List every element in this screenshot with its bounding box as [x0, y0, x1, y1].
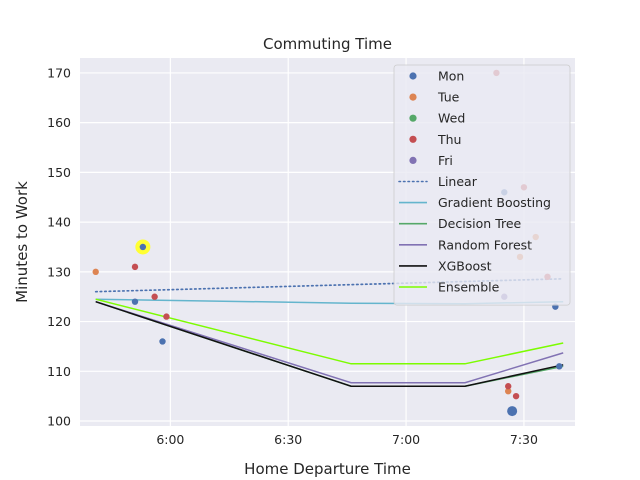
legend-label: Thu — [437, 132, 461, 147]
legend-marker-fri — [409, 156, 417, 164]
y-tick-label: 120 — [47, 314, 71, 329]
legend-marker-mon — [409, 72, 417, 80]
point-thu — [505, 383, 512, 390]
point-mon — [159, 338, 166, 345]
legend-label: Wed — [438, 111, 465, 126]
point-tue — [505, 387, 512, 395]
legend-label: Ensemble — [438, 280, 500, 295]
line-ensemble — [95, 298, 564, 365]
point-tue — [92, 268, 99, 276]
legend-marker-thu — [409, 135, 417, 143]
y-tick-label: 110 — [47, 364, 71, 379]
x-tick-label: 6:30 — [274, 432, 302, 447]
y-tick-label: 170 — [47, 65, 71, 80]
legend-label: Random Forest — [438, 237, 532, 252]
x-tick-labels: 6:00 6:30 7:00 7:30 — [156, 432, 538, 447]
y-tick-label: 150 — [47, 165, 71, 180]
legend-marker-tue — [409, 93, 417, 101]
x-tick-label: 7:30 — [510, 432, 538, 447]
legend: Mon Tue Wed Thu Fri Linear Gradient Boosting De… — [393, 64, 571, 306]
legend-label: Tue — [437, 90, 460, 105]
line-linear — [94, 277, 565, 293]
point-thu — [512, 392, 520, 400]
x-tick-label: 6:00 — [156, 432, 184, 447]
x-tick-label: 7:00 — [392, 432, 420, 447]
legend-label: Fri — [438, 153, 453, 168]
point-thu — [163, 313, 170, 320]
legend-box — [393, 64, 571, 306]
point-mon — [556, 363, 563, 370]
point-thu — [151, 293, 158, 300]
x-axis-label: Home Departure Time — [244, 460, 411, 478]
point-mon — [131, 298, 139, 305]
y-tick-label: 160 — [47, 115, 71, 130]
y-tick-label: 130 — [47, 264, 71, 279]
y-axis-label: Minutes to Work — [13, 181, 31, 303]
point-mon — [139, 243, 147, 251]
legend-label: Mon — [438, 69, 464, 84]
legend-label: Decision Tree — [438, 216, 522, 231]
legend-label: Gradient Boosting — [438, 195, 551, 210]
line-random-forest — [95, 300, 564, 384]
y-tick-labels: 100 110 120 130 140 150 160 170 — [47, 65, 71, 428]
y-tick-label: 140 — [47, 215, 71, 230]
legend-label: XGBoost — [438, 258, 492, 273]
point-thu — [131, 263, 139, 271]
y-tick-label: 100 — [47, 414, 71, 429]
chart-title: Commuting Time — [263, 35, 392, 53]
point-mon — [507, 406, 518, 417]
legend-label: Linear — [438, 174, 478, 189]
legend-marker-wed — [409, 114, 417, 122]
line-xgboost — [95, 300, 564, 387]
